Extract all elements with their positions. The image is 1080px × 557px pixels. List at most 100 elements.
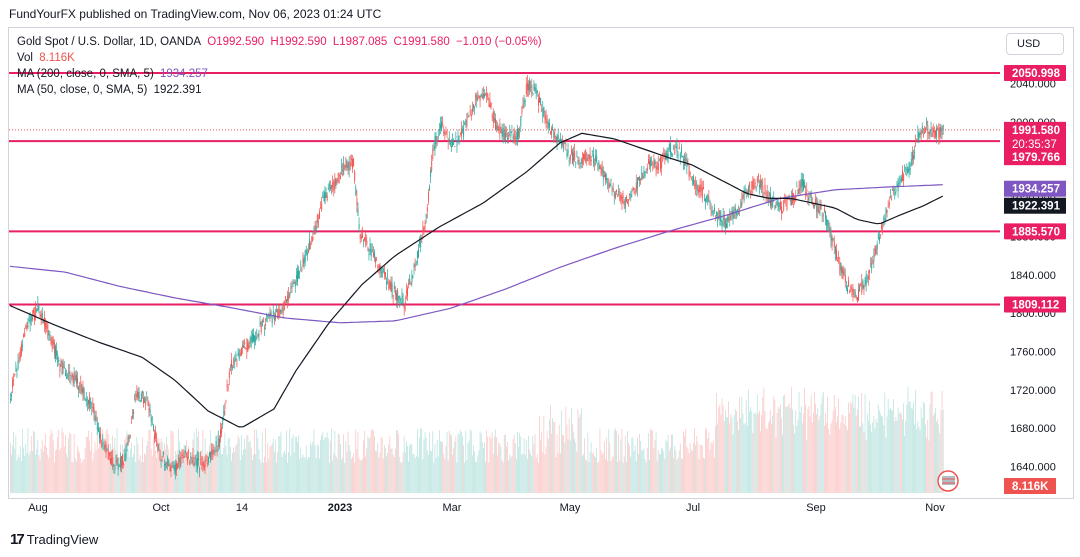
tradingview-footer[interactable]: 17 TradingView [10,531,98,548]
volume-bar [661,448,662,493]
candle-body [885,207,887,214]
volume-bar [127,449,129,493]
volume-bar [205,454,207,493]
candle-body [901,177,902,181]
volume-bar [799,412,801,493]
volume-bar [402,452,404,493]
candle-body [149,409,151,414]
candle-body [888,202,890,206]
volume-bar [105,430,107,493]
volume-bar [657,449,659,493]
candle-body [874,246,876,256]
candle-body [816,203,818,213]
volume-bar [829,434,831,493]
candle-body [33,310,34,313]
volume-bar [447,460,449,493]
candle-body [462,129,463,132]
volume-bar [208,454,209,493]
volume-bar [641,450,643,493]
candle-body [369,243,371,252]
volume-bar [660,453,661,493]
volume-bar [697,442,699,493]
volume-bar [400,462,402,493]
volume-bar [712,440,714,493]
volume-bar [917,420,919,493]
legend-symbol-row: Gold Spot / U.S. Dollar, 1D, OANDA O1992… [17,36,545,48]
volume-bar [123,449,124,493]
candle-body [14,373,16,376]
candle-body [821,213,823,215]
candle-body [602,169,604,180]
candle-body [480,93,482,97]
candle-body [269,313,271,315]
volume-bar [914,424,915,493]
volume-bar [241,435,242,493]
candle-body [194,456,196,459]
volume-bar [618,434,619,493]
candle-body [430,169,432,177]
volume-bar [84,448,86,493]
candle-body [872,260,874,264]
candle-body [817,201,819,213]
volume-bar [259,459,261,493]
volume-bar [810,395,812,493]
candle-body [46,325,48,329]
volume-bar [562,435,563,493]
volume-bar [376,451,377,493]
candle-body [497,126,499,131]
volume-bar [584,438,585,493]
volume-bar [413,454,415,493]
candle-body [255,336,257,342]
volume-bar [663,451,665,493]
volume-bar [248,442,250,493]
volume-bar [729,423,731,493]
candle-body [616,189,617,192]
candle-body [935,130,936,137]
volume-bar [557,453,559,493]
candle-body [776,200,778,206]
volume-bar [401,462,403,493]
currency-button[interactable]: USD [1006,33,1064,55]
candle-body [320,206,322,209]
candle-body [605,173,606,181]
candle-body [588,154,590,160]
candle-body [402,297,404,305]
candle-body [566,152,568,157]
candle-body [868,276,869,280]
volume-bar [553,421,555,493]
candle-body [505,132,506,140]
volume-bar [346,452,348,493]
candle-body [940,127,942,132]
candle-body [56,349,58,356]
candle-body [840,263,842,274]
candle-body [502,128,504,137]
candle-body [290,286,292,288]
volume-bar [418,456,419,493]
volume-bar [256,429,258,493]
volume-bar [542,452,544,493]
volume-bar [877,404,879,493]
volume-bar [738,430,739,493]
level-label-bg [1004,296,1066,313]
volume-bar [804,387,805,493]
candle-body [865,274,867,286]
candle-body [517,128,518,139]
volume-bar [890,407,891,493]
candle-body [302,258,304,267]
candle-body [37,302,39,311]
volume-bar [769,419,770,493]
candle-body [341,165,342,168]
volume-bar [883,425,885,493]
volume-bar [740,417,742,493]
candle-body [852,287,854,296]
candle-body [514,135,516,140]
candle-body [509,131,511,133]
candle-body [293,282,295,284]
candle-body [898,180,900,185]
candle-body [11,394,12,396]
candle-body [197,458,198,469]
volume-bar [24,456,25,493]
volume-bar [445,445,447,493]
candle-body [256,331,258,333]
